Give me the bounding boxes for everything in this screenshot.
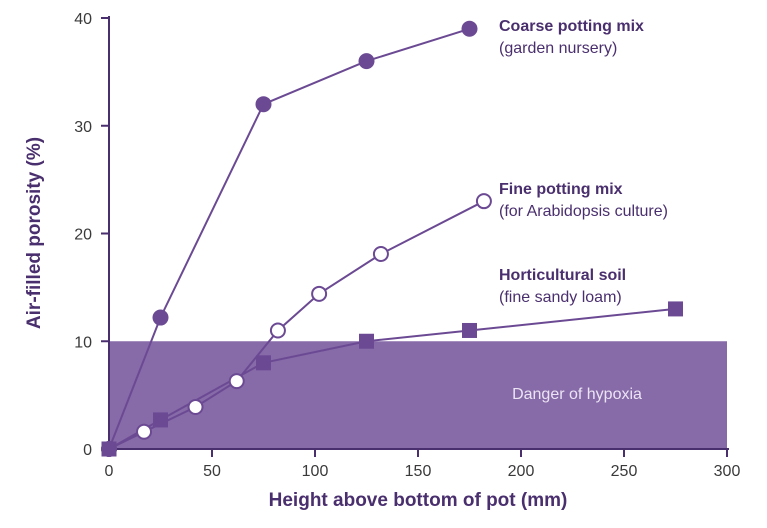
x-tick-label: 250 (611, 463, 638, 480)
series-0-point (461, 20, 478, 37)
series-1-point (269, 322, 286, 339)
series-1-point (228, 373, 245, 390)
y-tick-label: 10 (74, 334, 92, 351)
series-2-point (256, 355, 271, 371)
series-2-point (101, 441, 117, 457)
hypoxia-band-label: Danger of hypoxia (512, 386, 642, 403)
x-tick-label: 150 (405, 463, 432, 480)
series-0-point (255, 96, 272, 113)
x-tick-label: 50 (203, 463, 221, 480)
series-2-point (462, 322, 477, 338)
y-tick-label: 0 (83, 442, 92, 459)
series-line-2 (108, 307, 676, 450)
x-tick-label: 100 (302, 463, 329, 480)
series-2-point (153, 412, 168, 428)
x-tick-label: 0 (105, 463, 114, 480)
series-sublabel-horticultural: (fine sandy loam) (499, 289, 622, 306)
series-label-coarse: Coarse potting mix (499, 18, 644, 35)
hypoxia-danger-band (109, 341, 727, 449)
series-1-point (187, 398, 204, 415)
series-1-point (311, 285, 328, 302)
x-tick-label: 300 (714, 463, 741, 480)
series-1-point (475, 193, 492, 210)
series-sublabel-fine: (for Arabidopsis culture) (499, 203, 668, 220)
y-tick-label: 30 (74, 119, 92, 136)
series-layer (101, 20, 683, 457)
series-2-point (359, 333, 374, 349)
series-0-point (152, 309, 169, 326)
series-label-horticultural: Horticultural soil (499, 267, 626, 284)
series-label-fine: Fine potting mix (499, 181, 623, 198)
y-axis-title: Air-filled porosity (%) (24, 137, 45, 329)
series-1-point (372, 245, 389, 262)
y-tick-label: 40 (74, 11, 92, 28)
series-0-point (358, 53, 375, 70)
axis-ticks: 0 10 20 30 40 0 50 100 150 200 250 300 (74, 11, 740, 480)
series-2-point (668, 301, 683, 317)
x-tick-label: 200 (508, 463, 535, 480)
y-tick-label: 20 (74, 227, 92, 244)
series-sublabel-coarse: (garden nursery) (499, 40, 617, 57)
series-1-point (136, 423, 153, 440)
x-axis-title: Height above bottom of pot (mm) (269, 490, 568, 511)
